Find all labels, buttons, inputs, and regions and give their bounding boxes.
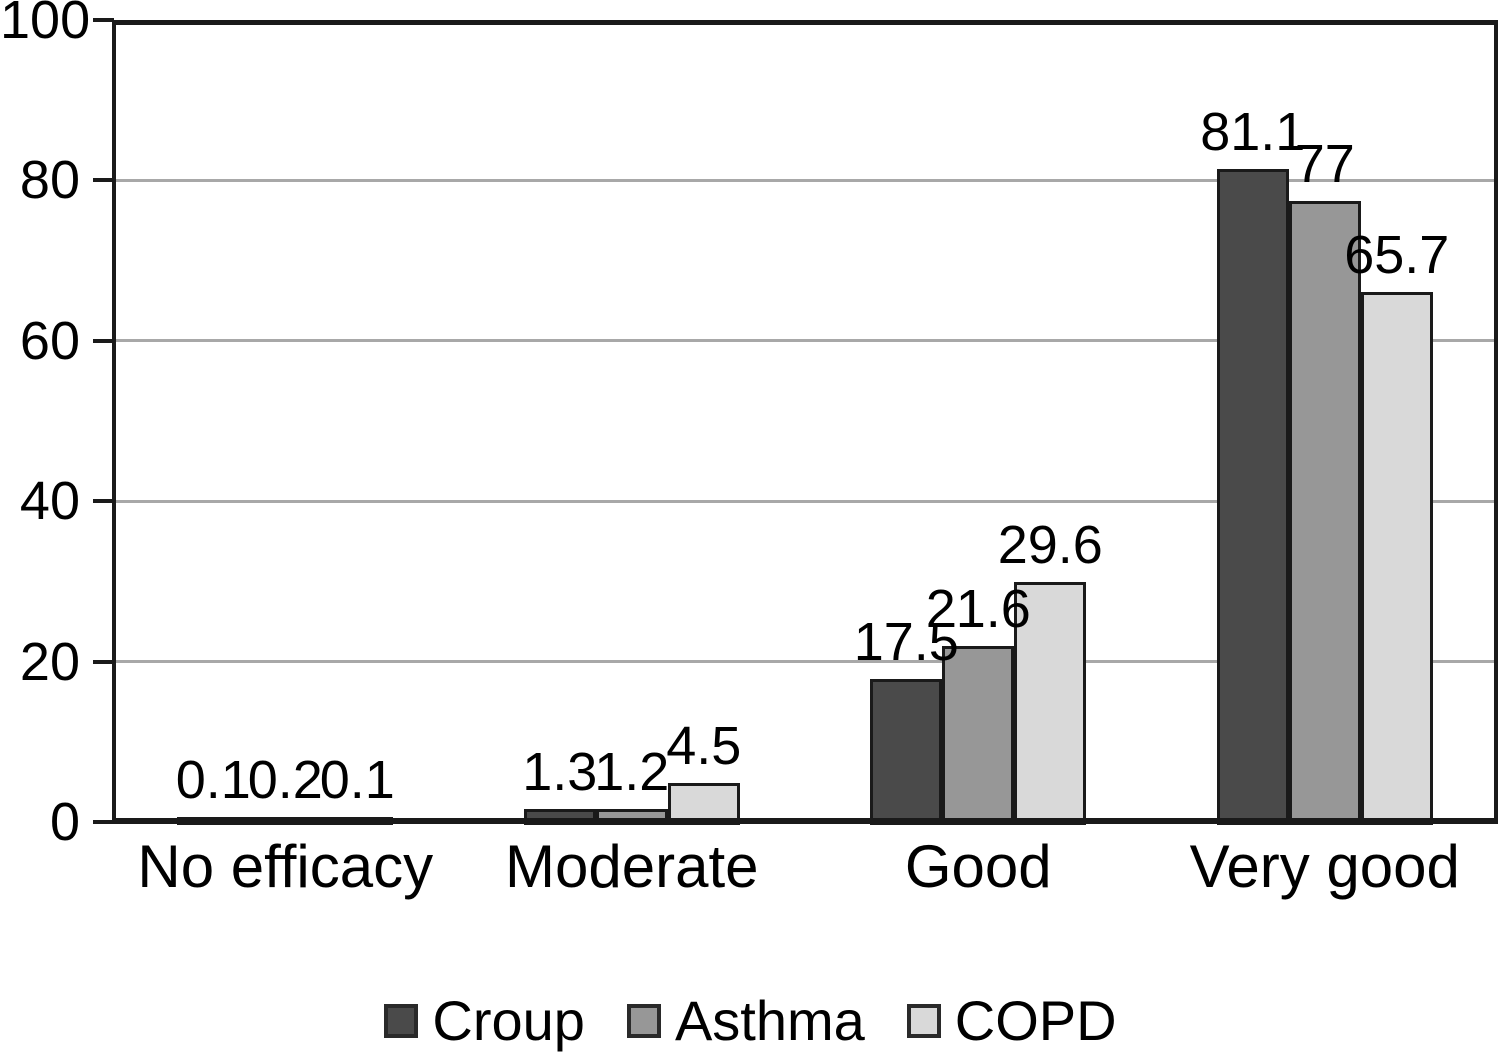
y-tick-label-100: 100 (0, 0, 91, 50)
bar-copd-very-good (1360, 292, 1433, 825)
x-category-label-very-good: Very good (1189, 833, 1460, 900)
value-label-asthma-good: 21.6 (925, 579, 1031, 639)
gridline-20 (114, 660, 1494, 664)
value-label-croup-good: 17.5 (853, 612, 959, 672)
value-label-asthma-moderate: 1.2 (594, 742, 670, 802)
y-tick-20 (93, 659, 114, 664)
x-axis-baseline (93, 820, 1498, 824)
x-category-label-good: Good (904, 833, 1052, 900)
y-tick-label-0: 0 (49, 792, 80, 852)
y-tick-80 (93, 178, 114, 183)
legend-label-asthma: Asthma (674, 989, 865, 1052)
bar-asthma-good (942, 646, 1015, 825)
bar-copd-good (1014, 582, 1087, 825)
bar-croup-good (870, 679, 943, 825)
y-tick-40 (93, 499, 114, 504)
y-tick-label-80: 80 (19, 150, 80, 211)
value-label-croup-no-efficacy: 0.1 (175, 750, 251, 810)
gridline-60 (114, 339, 1494, 343)
value-label-copd-no-efficacy: 0.1 (319, 750, 395, 810)
legend-swatch-croup-icon (384, 1004, 419, 1038)
bar-copd-moderate (667, 783, 740, 825)
legend-swatch-asthma-icon (626, 1004, 661, 1038)
value-label-croup-very-good: 81.1 (1200, 102, 1306, 162)
legend-label-copd: COPD (954, 989, 1117, 1052)
legend-item-asthma: Asthma (626, 989, 865, 1052)
x-category-label-no-efficacy: No efficacy (137, 833, 434, 900)
legend-swatch-copd-icon (906, 1004, 941, 1038)
gridline-40 (114, 499, 1494, 503)
y-tick-60 (93, 338, 114, 343)
bar-croup-very-good (1216, 169, 1289, 825)
y-tick-label-60: 60 (19, 310, 80, 371)
value-label-asthma-very-good: 77 (1294, 134, 1355, 194)
x-category-label-moderate: Moderate (505, 833, 759, 900)
value-label-copd-very-good: 65.7 (1344, 225, 1450, 285)
gridline-80 (114, 178, 1494, 182)
legend-item-croup: Croup (384, 992, 585, 1050)
legend: Croup Asthma COPD (0, 992, 1501, 1050)
y-tick-label-40: 40 (19, 471, 80, 532)
bar-asthma-very-good (1288, 201, 1361, 825)
y-tick-100 (93, 18, 114, 22)
legend-item-copd: COPD (906, 989, 1117, 1052)
value-label-copd-moderate: 4.5 (666, 716, 742, 776)
legend-label-croup: Croup (432, 989, 585, 1052)
value-label-asthma-no-efficacy: 0.2 (247, 750, 323, 810)
y-tick-label-20: 20 (19, 631, 80, 692)
value-label-copd-good: 29.6 (997, 515, 1103, 575)
value-label-croup-moderate: 1.3 (522, 742, 598, 802)
